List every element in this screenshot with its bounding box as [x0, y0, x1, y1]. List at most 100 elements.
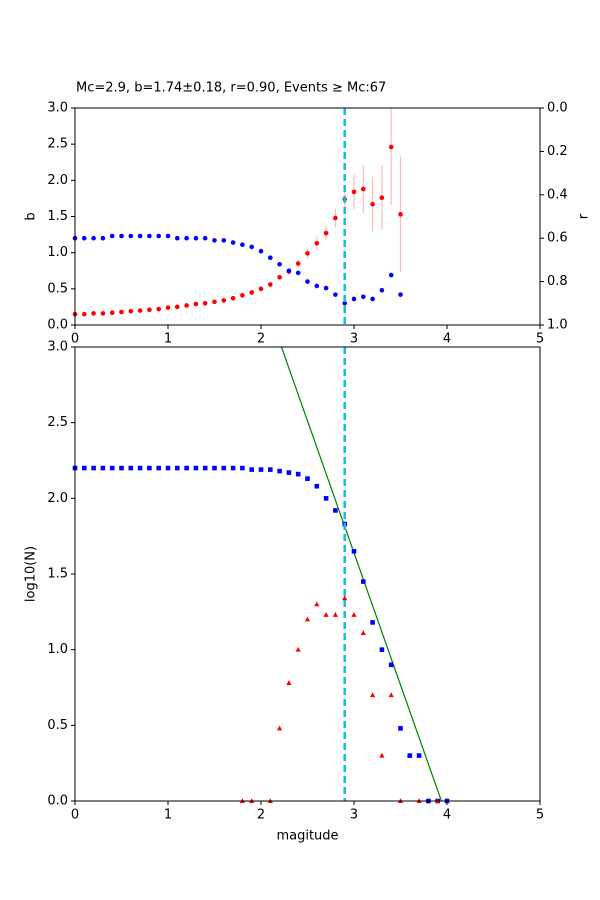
- point: [342, 595, 348, 601]
- y-tick-label: 2.0: [47, 491, 68, 506]
- point: [175, 465, 180, 471]
- y-axis-label: b: [24, 212, 39, 220]
- point: [314, 483, 320, 489]
- point: [398, 212, 403, 217]
- y-tick-label: 2.0: [47, 173, 68, 188]
- y2-tick-label: 1.0: [547, 318, 568, 333]
- point: [416, 753, 422, 758]
- y-tick-label: 0.5: [47, 718, 68, 733]
- point: [295, 261, 301, 266]
- y2-tick-label: 0.6: [547, 231, 568, 246]
- point: [212, 465, 217, 471]
- point: [119, 233, 124, 239]
- fit-line: [280, 347, 442, 801]
- point: [286, 470, 292, 475]
- plot-area: [280, 347, 442, 801]
- x-tick-label: 2: [257, 332, 265, 347]
- point: [221, 465, 227, 471]
- point: [230, 465, 236, 471]
- x-tick-label: 3: [350, 808, 358, 823]
- point: [212, 299, 217, 305]
- x-tick-label: 0: [71, 332, 79, 347]
- point: [109, 233, 115, 239]
- y-tick-label: 0.0: [47, 794, 68, 809]
- x-tick-label: 2: [257, 808, 265, 823]
- point: [268, 255, 273, 261]
- point: [370, 620, 375, 625]
- point: [128, 308, 134, 314]
- point: [137, 465, 143, 471]
- y-tick-label: 0.5: [47, 281, 68, 296]
- x-axis-label: magitude: [276, 829, 338, 844]
- point: [128, 465, 134, 471]
- x-tick-label: 4: [443, 332, 451, 347]
- point: [286, 268, 292, 274]
- x-tick-label: 5: [536, 808, 544, 823]
- point: [333, 508, 338, 513]
- point: [398, 726, 403, 731]
- point: [304, 616, 311, 622]
- point: [91, 465, 96, 471]
- point: [202, 301, 208, 306]
- point: [407, 753, 413, 758]
- point: [156, 465, 161, 471]
- point: [388, 144, 394, 150]
- point: [119, 465, 124, 471]
- point: [184, 235, 189, 241]
- point: [268, 282, 273, 287]
- point: [221, 298, 227, 303]
- point: [82, 311, 87, 317]
- y2-axis-label: r: [577, 213, 592, 219]
- point: [193, 301, 199, 307]
- y-tick-label: 1.0: [47, 245, 68, 260]
- point: [165, 233, 171, 239]
- point: [258, 467, 264, 472]
- point: [323, 285, 329, 291]
- axes-frame: [74, 346, 541, 802]
- point: [109, 310, 115, 316]
- y-tick-label: 1.5: [47, 567, 68, 582]
- y-tick-label: 2.5: [47, 137, 68, 152]
- point: [249, 467, 254, 472]
- point: [333, 215, 338, 221]
- point: [277, 725, 283, 731]
- point: [361, 294, 366, 300]
- point: [323, 230, 329, 236]
- x-tick-label: 5: [536, 332, 544, 347]
- point: [305, 476, 310, 481]
- point: [379, 647, 385, 652]
- point: [268, 467, 273, 472]
- point: [258, 286, 264, 292]
- point: [249, 244, 254, 250]
- point: [156, 306, 161, 312]
- point: [165, 305, 171, 310]
- point: [277, 274, 282, 280]
- y-tick-label: 2.5: [47, 415, 68, 430]
- point: [333, 292, 338, 297]
- point: [361, 579, 366, 584]
- point: [370, 296, 375, 302]
- x-tick-label: 1: [164, 332, 172, 347]
- point: [314, 601, 320, 607]
- point: [323, 612, 329, 617]
- point: [360, 630, 366, 636]
- y-tick-label: 0.0: [47, 318, 68, 333]
- point: [388, 692, 394, 698]
- point: [137, 233, 143, 239]
- point: [305, 251, 310, 256]
- point: [351, 549, 357, 554]
- point: [379, 752, 385, 758]
- point: [91, 235, 96, 241]
- y-tick-label: 1.0: [47, 642, 68, 657]
- point: [184, 465, 189, 471]
- point: [388, 272, 394, 278]
- point: [370, 692, 376, 698]
- point: [230, 240, 236, 245]
- x-tick-label: 1: [164, 808, 172, 823]
- point: [91, 311, 96, 316]
- point: [295, 471, 301, 477]
- point: [388, 662, 394, 668]
- point: [137, 308, 143, 313]
